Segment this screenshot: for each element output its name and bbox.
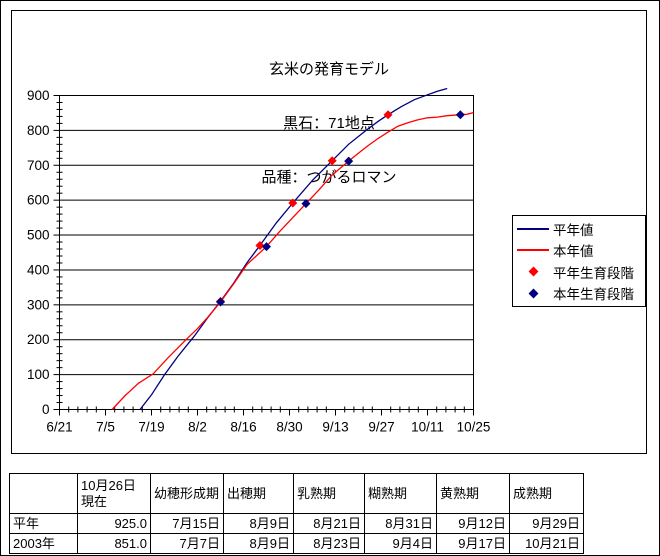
- chart-legend: 平年値 本年値 平年生育段階 本年生育段階: [512, 215, 646, 307]
- x-tick-label: 7/19: [138, 420, 164, 435]
- table-header-panicle-formation: 幼穂形成期: [150, 473, 224, 514]
- table-cell: 851.0: [77, 533, 151, 554]
- normal-year-value-line: [139, 87, 448, 410]
- table-cell: 7月15日: [150, 513, 224, 534]
- row-label: 平年: [9, 513, 78, 534]
- table-cell: 8月9日: [223, 513, 294, 534]
- x-tick-label: 9/13: [322, 420, 348, 435]
- legend-entry-normal-year-stages: 平年生育段階: [513, 261, 645, 283]
- current-year-stages-marker: [301, 199, 311, 209]
- y-tick-label: 400: [27, 262, 50, 277]
- legend-label: 本年生育段階: [553, 287, 634, 303]
- table-cell: 10月21日: [509, 533, 584, 554]
- table-cell: 8月21日: [293, 513, 365, 534]
- table-row-2003: 2003年 851.0 7月7日 8月9日 8月23日 9月4日 9月17日 1…: [9, 533, 584, 554]
- y-tick-label: 600: [27, 193, 50, 208]
- legend-label: 平年生育段階: [553, 265, 634, 281]
- table-cell: 8月31日: [364, 513, 437, 534]
- x-tick-label: 8/2: [188, 420, 207, 435]
- x-tick-label: 8/16: [230, 420, 256, 435]
- table-cell: 9月17日: [436, 533, 510, 554]
- growth-stage-table: 10月26日現在 幼穂形成期 出穂期 乳熟期 糊熟期 黄熟期 成熟期 平年 92…: [9, 473, 584, 554]
- plot-area-border: [59, 95, 474, 410]
- diamond-marker-icon: [528, 288, 538, 299]
- legend-entry-normal-year-value: 平年値: [513, 218, 645, 240]
- line-sample-icon: [517, 249, 549, 252]
- y-tick-label: 700: [27, 158, 50, 173]
- normal-year-stages-marker: [255, 241, 265, 251]
- normal-year-stages-marker: [327, 156, 337, 166]
- legend-label: 平年値: [553, 222, 594, 238]
- x-tick-label: 10/25: [457, 420, 491, 435]
- line-sample-icon: [517, 227, 549, 230]
- table-header-current-total: 10月26日現在: [77, 473, 151, 514]
- y-tick-label: 200: [27, 332, 50, 347]
- legend-entry-current-year-stages: 本年生育段階: [513, 283, 645, 305]
- chart-title-line-1: 玄米の発育モデル: [268, 61, 389, 78]
- y-tick-label: 800: [27, 123, 50, 138]
- y-tick-label: 100: [27, 367, 50, 382]
- table-cell: 9月12日: [436, 513, 510, 534]
- normal-year-stages-marker: [383, 110, 393, 120]
- table-cell: 925.0: [77, 513, 151, 534]
- x-tick-label: 7/5: [96, 420, 115, 435]
- legend-sample: [513, 288, 553, 299]
- table-cell: 7月7日: [150, 533, 224, 554]
- legend-entry-current-year-value: 本年値: [513, 240, 645, 262]
- normal-year-stages-marker: [288, 198, 298, 208]
- table-header-corner: [9, 473, 78, 514]
- table-cell: 9月29日: [509, 513, 584, 534]
- chart-title: 玄米の発育モデル 黒石：71地点 品種：つがるロマン: [1, 25, 657, 223]
- current-year-stages-marker: [455, 110, 465, 120]
- table-header-yellow-ripe: 黄熟期: [436, 473, 510, 514]
- x-tick-label: 9/27: [368, 420, 394, 435]
- current-year-value-line: [111, 111, 474, 410]
- current-year-stages-marker: [344, 156, 354, 166]
- legend-sample: [513, 227, 553, 230]
- table-header-row: 10月26日現在 幼穂形成期 出穂期 乳熟期 糊熟期 黄熟期 成熟期: [9, 473, 584, 514]
- y-tick-label: 0: [42, 402, 50, 417]
- legend-label: 本年値: [553, 244, 594, 260]
- table-header-heading: 出穂期: [223, 473, 294, 514]
- diamond-marker-icon: [528, 266, 538, 277]
- chart-title-line-3: 品種：つがるロマン: [261, 169, 397, 186]
- y-tick-label: 900: [27, 88, 50, 103]
- current-year-stages-marker: [262, 242, 271, 252]
- y-tick-label: 500: [27, 228, 50, 243]
- row-label: 2003年: [9, 533, 78, 554]
- legend-sample: [513, 249, 553, 252]
- x-tick-label: 6/21: [46, 420, 72, 435]
- chart-title-line-2: 黒石：71地点: [283, 115, 375, 132]
- current-year-stages-marker: [216, 297, 225, 307]
- x-tick-label: 10/11: [411, 420, 444, 435]
- x-tick-label: 8/30: [276, 420, 302, 435]
- table-header-milk-stage: 乳熟期: [293, 473, 365, 514]
- table-header-maturity: 成熟期: [509, 473, 584, 514]
- y-tick-label: 300: [27, 297, 50, 312]
- legend-sample: [513, 266, 553, 277]
- table-cell: 8月9日: [223, 533, 294, 554]
- table-row-normal-year: 平年 925.0 7月15日 8月9日 8月21日 8月31日 9月12日 9月…: [9, 513, 584, 534]
- table-cell: 9月4日: [364, 533, 437, 554]
- table-cell: 8月23日: [293, 533, 365, 554]
- table-header-dough-stage: 糊熟期: [364, 473, 437, 514]
